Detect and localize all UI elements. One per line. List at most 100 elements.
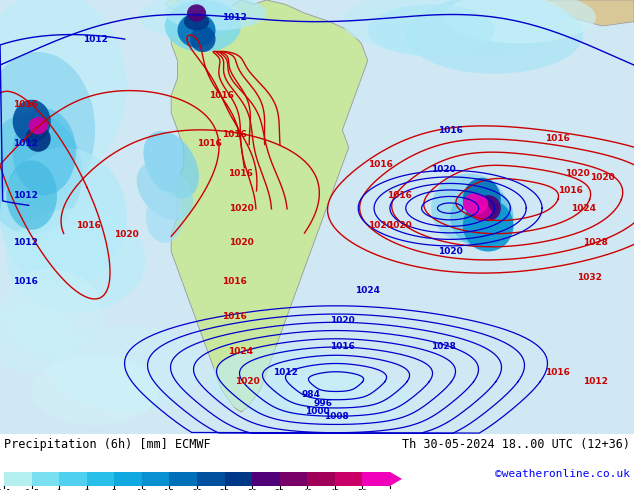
Text: 50: 50 (358, 489, 368, 490)
Bar (224, 472, 252, 486)
Text: 1012: 1012 (13, 238, 38, 247)
Text: Th 30-05-2024 18..00 UTC (12+36): Th 30-05-2024 18..00 UTC (12+36) (402, 438, 630, 451)
Ellipse shape (178, 13, 216, 48)
Text: 1016: 1016 (368, 160, 393, 169)
Text: 1016: 1016 (558, 186, 583, 196)
Text: 1016: 1016 (209, 91, 235, 100)
Text: 0.1: 0.1 (0, 489, 11, 490)
Ellipse shape (463, 193, 488, 215)
Text: 1016: 1016 (76, 221, 101, 230)
Ellipse shape (13, 108, 76, 195)
Ellipse shape (0, 147, 127, 286)
Polygon shape (171, 0, 368, 412)
Bar (335, 472, 363, 486)
Text: 1032: 1032 (577, 273, 602, 282)
Text: 1016: 1016 (387, 191, 412, 199)
Bar (280, 472, 307, 486)
Text: 0.5: 0.5 (24, 489, 39, 490)
Ellipse shape (431, 173, 507, 243)
Text: 1020: 1020 (368, 221, 393, 230)
Text: 1020: 1020 (228, 238, 254, 247)
Ellipse shape (476, 195, 501, 221)
Text: 996: 996 (314, 399, 333, 408)
Text: 1020: 1020 (330, 317, 355, 325)
Ellipse shape (139, 0, 241, 39)
Polygon shape (390, 472, 402, 486)
Text: 1012: 1012 (273, 368, 298, 377)
Ellipse shape (6, 160, 57, 230)
Ellipse shape (190, 26, 216, 52)
Ellipse shape (472, 204, 491, 221)
Text: 2: 2 (84, 489, 89, 490)
Text: 1016: 1016 (437, 125, 463, 135)
Ellipse shape (0, 269, 101, 356)
Ellipse shape (32, 356, 158, 425)
Ellipse shape (29, 117, 48, 134)
Text: 1020: 1020 (228, 204, 254, 213)
Ellipse shape (51, 325, 203, 412)
Bar (169, 472, 197, 486)
Ellipse shape (0, 113, 82, 234)
Text: 1012: 1012 (222, 13, 247, 22)
Text: 1016: 1016 (197, 139, 222, 147)
Bar (32, 472, 59, 486)
Text: 1016: 1016 (222, 312, 247, 321)
Text: 1012: 1012 (82, 34, 108, 44)
Text: 1000: 1000 (305, 408, 329, 416)
Text: 1016: 1016 (13, 277, 38, 286)
Ellipse shape (13, 100, 51, 143)
Bar (142, 472, 169, 486)
Text: 1020: 1020 (387, 221, 412, 230)
Text: 1028: 1028 (431, 343, 456, 351)
Ellipse shape (165, 0, 266, 30)
Text: 1020: 1020 (590, 173, 615, 182)
Text: 1024: 1024 (571, 204, 596, 213)
Text: 1020: 1020 (564, 169, 590, 178)
Bar (87, 472, 114, 486)
Text: 1020: 1020 (431, 165, 456, 173)
Text: 1: 1 (56, 489, 61, 490)
Text: 1024: 1024 (355, 286, 380, 295)
Text: 1016: 1016 (228, 169, 254, 178)
Text: 35: 35 (275, 489, 285, 490)
Text: ©weatheronline.co.uk: ©weatheronline.co.uk (495, 469, 630, 479)
Ellipse shape (136, 162, 193, 220)
Text: 1016: 1016 (13, 99, 38, 109)
Ellipse shape (165, 0, 241, 52)
Ellipse shape (187, 4, 206, 22)
Text: 1020: 1020 (235, 377, 260, 386)
Bar (197, 472, 224, 486)
Ellipse shape (184, 13, 209, 30)
Text: 1020: 1020 (114, 230, 139, 239)
Text: Precipitation (6h) [mm] ECMWF: Precipitation (6h) [mm] ECMWF (4, 438, 210, 451)
Ellipse shape (209, 347, 361, 416)
Text: 984: 984 (301, 390, 320, 399)
Text: 1016: 1016 (545, 134, 571, 143)
Polygon shape (539, 0, 634, 26)
Bar (4, 472, 32, 486)
Bar (363, 472, 390, 486)
Bar (307, 472, 335, 486)
Ellipse shape (450, 187, 514, 247)
Text: 25: 25 (219, 489, 230, 490)
Text: 20: 20 (192, 489, 202, 490)
Text: 1012: 1012 (13, 191, 38, 199)
Text: 1012: 1012 (583, 377, 609, 386)
Ellipse shape (368, 4, 495, 56)
Text: 1012: 1012 (13, 139, 38, 147)
Ellipse shape (463, 178, 501, 221)
Bar (114, 472, 142, 486)
Text: 1020: 1020 (437, 247, 463, 256)
Text: 45: 45 (330, 489, 340, 490)
Bar (59, 472, 87, 486)
Ellipse shape (0, 303, 76, 373)
Ellipse shape (342, 0, 571, 56)
Text: 5: 5 (112, 489, 117, 490)
Text: 40: 40 (302, 489, 313, 490)
Text: 1028: 1028 (583, 238, 609, 247)
Text: 1016: 1016 (545, 368, 571, 377)
Ellipse shape (146, 191, 184, 243)
Ellipse shape (285, 373, 412, 425)
Polygon shape (165, 0, 178, 9)
Bar (252, 472, 280, 486)
